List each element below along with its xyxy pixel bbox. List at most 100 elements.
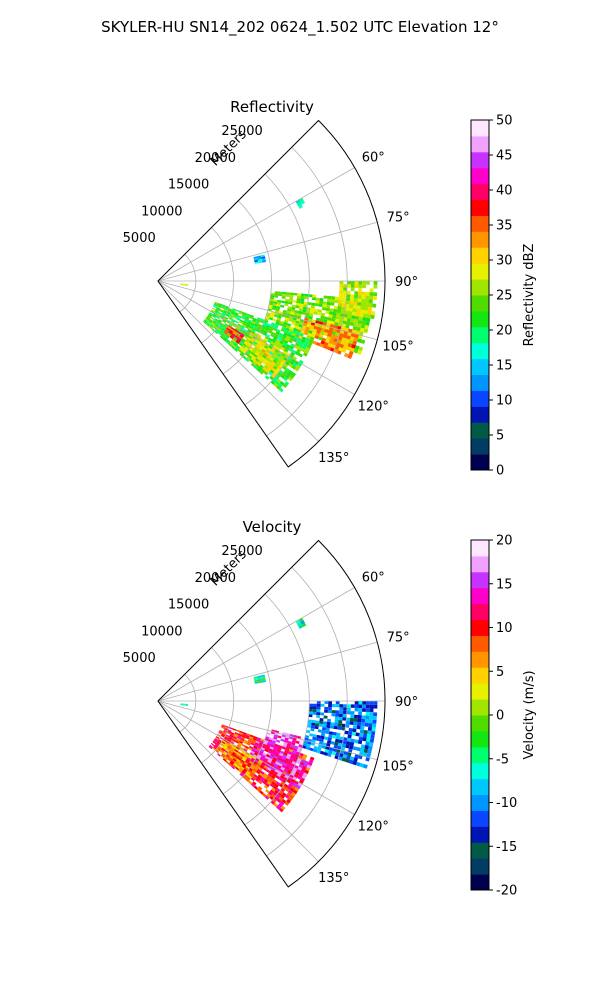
echo-cell xyxy=(247,349,252,354)
echo-cell xyxy=(231,753,236,757)
echo-cell xyxy=(277,764,282,769)
echo-cell xyxy=(253,676,258,679)
echo-cell xyxy=(350,711,355,715)
echo-cell xyxy=(242,732,247,735)
echo-cell xyxy=(267,347,272,352)
colorbar-tick-label: 45 xyxy=(496,149,513,164)
echo-cell xyxy=(307,761,313,767)
echo-cell xyxy=(302,322,308,327)
echo-cell xyxy=(328,734,333,738)
echo-cell xyxy=(335,315,340,320)
echo-cell xyxy=(228,743,233,748)
colorbar-segment xyxy=(471,794,489,811)
echo-cell xyxy=(308,294,313,298)
echo-cell xyxy=(339,290,344,294)
echo-cell xyxy=(301,336,307,341)
echo-cell xyxy=(272,359,278,364)
echo-cell xyxy=(258,752,263,757)
echo-cell xyxy=(279,320,284,325)
echo-cell xyxy=(302,309,307,313)
echo-cell xyxy=(282,762,288,767)
echo-cell xyxy=(345,324,350,329)
echo-cell xyxy=(214,318,219,322)
echo-cell xyxy=(247,769,252,774)
echo-cell xyxy=(281,798,287,804)
echo-cell xyxy=(292,782,298,788)
echo-cell xyxy=(249,325,254,330)
echo-cell xyxy=(254,322,259,326)
echo-cell xyxy=(344,730,349,735)
echo-cell xyxy=(328,701,333,705)
echo-cell xyxy=(288,299,293,303)
echo-cell xyxy=(352,304,358,309)
echo-cell xyxy=(241,743,246,748)
echo-cell xyxy=(320,735,325,740)
echo-cell xyxy=(226,747,231,751)
range-ring xyxy=(244,593,310,826)
echo-cell xyxy=(323,331,329,336)
echo-cell xyxy=(246,322,251,326)
echo-cell xyxy=(343,287,348,291)
echo-cell xyxy=(221,733,226,737)
echo-cell xyxy=(269,777,275,782)
azimuth-tick-label: 120° xyxy=(358,819,389,834)
echo-cell xyxy=(245,777,250,783)
echo-cell xyxy=(234,335,239,339)
echo-cell xyxy=(323,295,328,299)
echo-cell xyxy=(295,305,300,309)
echo-cell xyxy=(358,711,363,716)
echo-cell xyxy=(250,322,255,326)
echo-cell xyxy=(296,340,301,345)
echo-cell xyxy=(215,749,219,754)
echo-cell xyxy=(246,742,251,746)
echo-cell xyxy=(354,701,359,705)
echo-cell xyxy=(247,774,253,779)
echo-cell xyxy=(334,318,340,323)
colorbar-segment xyxy=(471,263,489,280)
echo-cell xyxy=(275,339,281,343)
echo-cell xyxy=(330,741,335,745)
colorbar-segment xyxy=(471,858,489,875)
echo-cell xyxy=(351,344,356,349)
echo-cell xyxy=(253,332,259,337)
echo-cell xyxy=(218,730,223,734)
echo-cell xyxy=(337,723,343,727)
echo-cell xyxy=(217,304,222,307)
echo-cell xyxy=(368,742,374,747)
echo-cell xyxy=(227,745,232,749)
echo-cell xyxy=(245,324,250,328)
echo-cell xyxy=(247,762,253,767)
echo-cell xyxy=(184,704,188,706)
echo-cell xyxy=(320,712,325,716)
echo-cell xyxy=(339,710,344,714)
echo-cell xyxy=(249,773,254,778)
echo-cell xyxy=(268,359,273,364)
echo-region xyxy=(253,674,267,684)
azimuth-gridline xyxy=(157,221,378,282)
echo-cell xyxy=(361,718,366,723)
echo-cell xyxy=(226,312,231,316)
echo-cell xyxy=(327,709,332,714)
echo-cell xyxy=(259,757,264,762)
echo-cell xyxy=(280,346,285,351)
echo-cell xyxy=(246,343,251,348)
echo-cell xyxy=(274,333,279,337)
echo-cell xyxy=(262,339,268,344)
echo-cell xyxy=(227,752,232,756)
echo-cell xyxy=(272,303,277,307)
echo-cell xyxy=(229,755,234,760)
echo-cell xyxy=(289,294,294,298)
echo-cell xyxy=(262,347,268,352)
colorbar-segment xyxy=(471,874,489,891)
echo-cell xyxy=(304,328,310,333)
colorbar-segment xyxy=(471,603,489,621)
echo-cell xyxy=(294,753,300,758)
echo-cell xyxy=(222,732,227,736)
echo-cell xyxy=(319,720,324,725)
echo-cell xyxy=(339,343,345,349)
echo-cell xyxy=(310,307,315,312)
echo-cell xyxy=(322,304,327,308)
echo-cell xyxy=(346,737,352,742)
echo-cell xyxy=(229,734,234,738)
echo-cell xyxy=(243,341,248,346)
